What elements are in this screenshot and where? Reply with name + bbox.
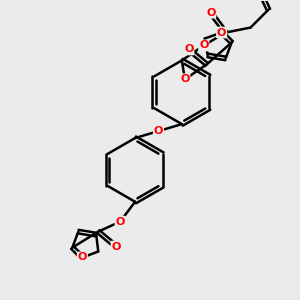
Text: O: O bbox=[199, 40, 208, 50]
Text: O: O bbox=[154, 126, 163, 136]
Text: O: O bbox=[112, 242, 121, 252]
Text: O: O bbox=[206, 8, 215, 18]
Text: O: O bbox=[184, 44, 194, 55]
Text: O: O bbox=[217, 28, 226, 38]
Text: O: O bbox=[180, 74, 190, 84]
Text: O: O bbox=[78, 253, 87, 262]
Text: O: O bbox=[116, 217, 125, 227]
